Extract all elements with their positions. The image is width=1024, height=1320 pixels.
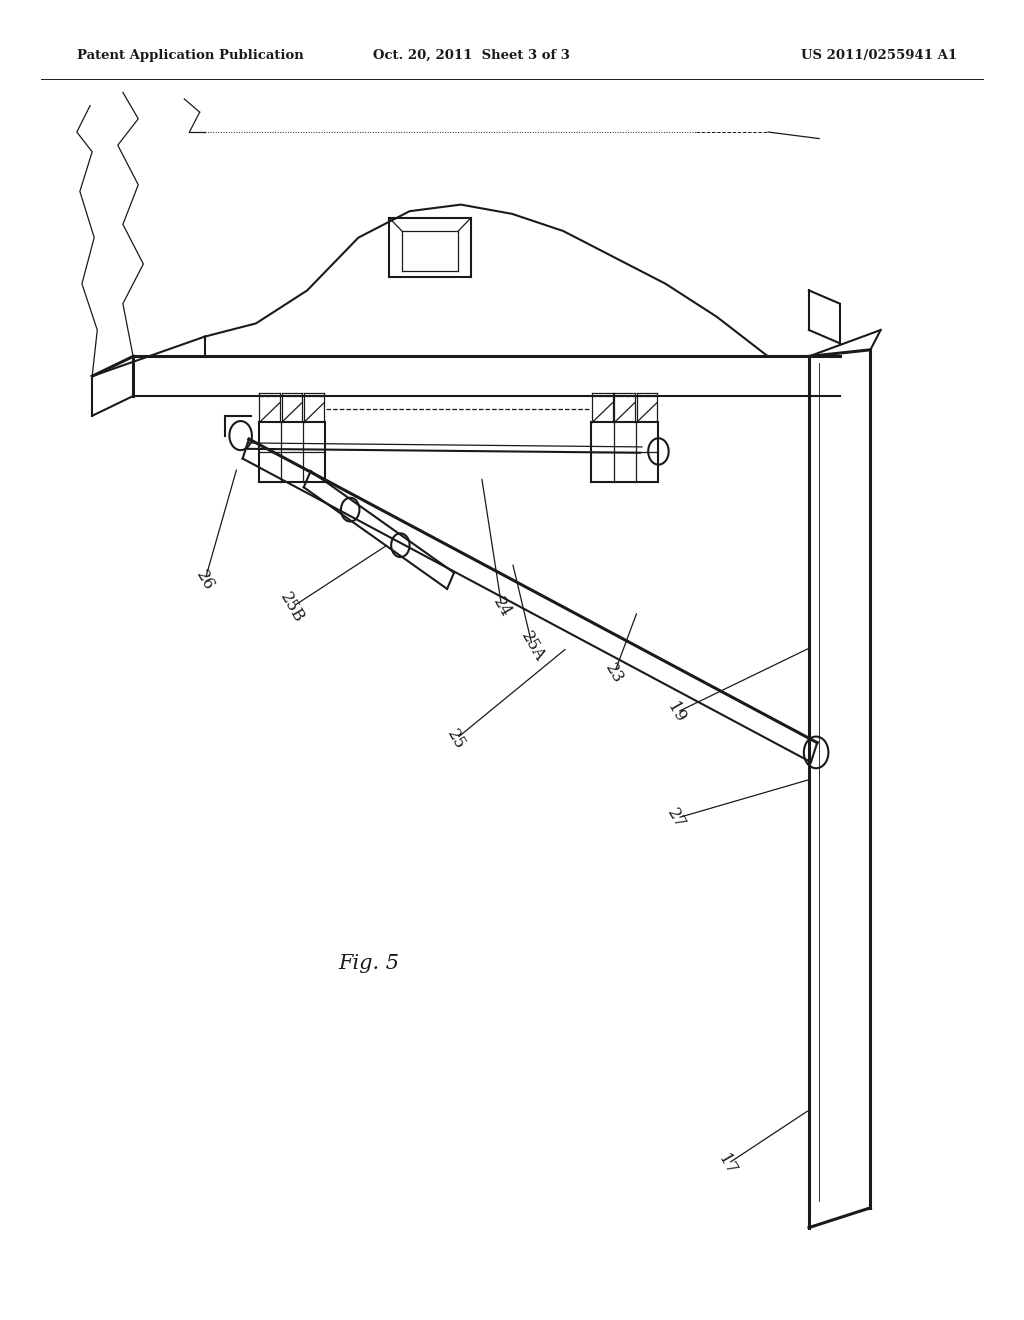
Text: 27: 27 bbox=[664, 805, 688, 832]
Text: 24: 24 bbox=[489, 594, 514, 620]
Text: 25A: 25A bbox=[517, 628, 548, 665]
Text: Oct. 20, 2011  Sheet 3 of 3: Oct. 20, 2011 Sheet 3 of 3 bbox=[373, 49, 569, 62]
Text: 19: 19 bbox=[664, 700, 688, 726]
Text: 25: 25 bbox=[443, 726, 468, 752]
Text: 23: 23 bbox=[602, 660, 627, 686]
Text: Fig. 5: Fig. 5 bbox=[338, 954, 399, 973]
Text: Patent Application Publication: Patent Application Publication bbox=[77, 49, 303, 62]
Text: 25B: 25B bbox=[276, 589, 307, 626]
Text: 26: 26 bbox=[193, 568, 217, 594]
Text: US 2011/0255941 A1: US 2011/0255941 A1 bbox=[802, 49, 957, 62]
Text: 17: 17 bbox=[715, 1151, 739, 1177]
